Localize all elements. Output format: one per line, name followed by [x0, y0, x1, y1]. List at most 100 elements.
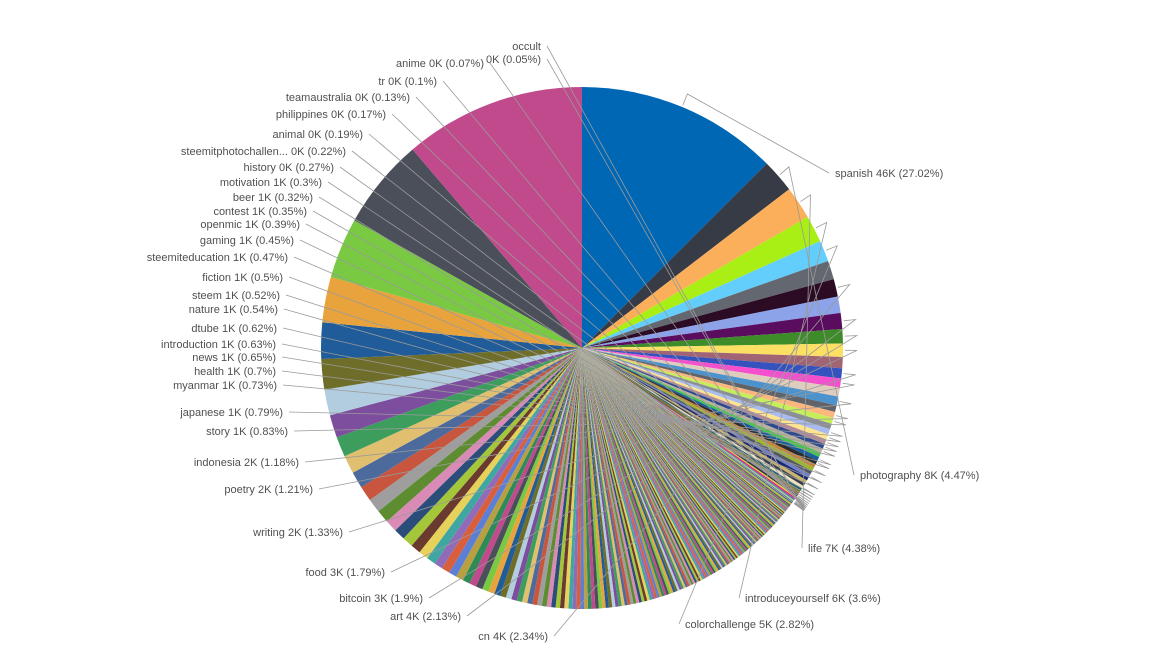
pie-slice	[582, 348, 804, 489]
pie-slice	[582, 348, 672, 595]
pie-slice	[582, 348, 669, 595]
pie-slice	[582, 348, 821, 458]
pie-slice	[582, 348, 731, 564]
pie-slice	[582, 348, 698, 584]
pie-slice	[582, 348, 726, 567]
pie-slice	[582, 348, 696, 584]
pie-slice	[582, 348, 680, 591]
pie-slice	[582, 348, 766, 535]
pie-slice	[582, 348, 769, 532]
pie-slice	[582, 348, 786, 513]
pie-slice	[582, 189, 808, 348]
pie-slices	[320, 87, 843, 610]
pie-slice	[580, 348, 585, 610]
pie-slice	[582, 348, 625, 606]
pie-slice	[582, 348, 772, 529]
pie-slice	[482, 348, 582, 592]
leader-line	[304, 401, 852, 463]
pie-slice	[582, 348, 742, 556]
pie-slice	[582, 348, 665, 597]
pie-slice	[582, 348, 738, 559]
pie-slice	[582, 348, 728, 566]
pie-slice	[582, 348, 752, 548]
slice-label: introduction 1K (0.63%)	[161, 339, 276, 351]
pie-slice	[427, 348, 582, 564]
pie-slice	[582, 348, 736, 561]
pie-slice	[386, 348, 582, 531]
pie-slice	[582, 348, 761, 539]
slice-label: animal 0K (0.19%)	[273, 129, 364, 141]
pie-slice	[582, 348, 777, 523]
pie-slice	[527, 348, 582, 605]
pie-slice	[582, 348, 782, 518]
pie-slice	[582, 312, 843, 348]
slice-label: story 1K (0.83%)	[206, 426, 288, 438]
pie-slice	[582, 348, 780, 520]
pie-slice	[582, 329, 843, 348]
pie-slice	[352, 348, 582, 488]
leader-line	[288, 276, 826, 477]
pie-slice	[582, 348, 616, 608]
leader-line	[285, 294, 830, 470]
leader-line	[305, 223, 815, 496]
leader-line	[281, 343, 837, 452]
pie-slice	[582, 348, 762, 539]
slice-label: motivation 1K (0.3%)	[220, 177, 322, 189]
pie-slice	[582, 348, 655, 600]
leader-line	[283, 308, 832, 466]
slice-label: steem 1K (0.52%)	[192, 290, 280, 302]
pie-slice	[582, 348, 776, 524]
leader-line	[312, 210, 814, 498]
pie-slice	[582, 348, 771, 530]
slice-label: gaming 1K (0.45%)	[200, 235, 294, 247]
slice-label: contest 1K (0.35%)	[213, 206, 307, 218]
leader-line	[428, 335, 859, 599]
pie-slice	[354, 149, 582, 348]
leader-line	[288, 411, 847, 426]
pie-slice	[582, 348, 725, 568]
pie-slice	[582, 348, 708, 578]
pie-slice	[582, 348, 642, 603]
leader-line	[678, 245, 839, 625]
pie-slice	[582, 348, 734, 562]
slice-label: steemitphotochallen... 0K (0.22%)	[181, 146, 346, 158]
pie-slice	[582, 348, 682, 590]
leader-line	[281, 356, 839, 448]
leader-line	[282, 327, 835, 457]
pie-slice	[582, 348, 783, 516]
leader-line	[546, 58, 805, 511]
pie-slice	[320, 322, 582, 360]
pie-slice	[582, 348, 754, 546]
leader-line	[415, 96, 806, 510]
slice-label: openmic 1K (0.39%)	[200, 219, 300, 231]
pie-slice	[582, 279, 838, 348]
slice-label: photography 8K (4.47%)	[860, 470, 979, 482]
slice-label: occult	[512, 41, 541, 53]
pie-slice	[322, 276, 582, 348]
pie-slice	[582, 348, 688, 588]
slice-label: bitcoin 3K (1.9%)	[339, 593, 423, 605]
pie-slice	[419, 348, 582, 559]
pie-slice	[582, 348, 634, 605]
pie-slice	[582, 348, 744, 554]
slice-label: spanish 46K (27.02%)	[835, 168, 943, 180]
slice-label: writing 2K (1.33%)	[252, 527, 343, 539]
slice-label: anime 0K (0.07%)	[396, 58, 484, 70]
pie-slice	[582, 348, 705, 580]
leader-line	[442, 80, 805, 510]
leader-line	[351, 150, 808, 506]
pie-slice	[582, 348, 842, 388]
pie-slice	[582, 348, 645, 603]
pie-slice	[582, 348, 667, 596]
pie-slice	[582, 348, 786, 512]
slice-label: teamaustralia 0K (0.13%)	[286, 92, 410, 104]
pie-slice	[559, 348, 582, 609]
pie-slice	[516, 348, 582, 603]
slice-label: food 3K (1.79%)	[306, 567, 386, 579]
slice-label: philippines 0K (0.17%)	[276, 109, 386, 121]
slice-label: myanmar 1K (0.73%)	[173, 380, 277, 392]
pie-slice	[582, 348, 640, 604]
pie-slice	[395, 348, 582, 539]
pie-slice	[521, 348, 582, 604]
